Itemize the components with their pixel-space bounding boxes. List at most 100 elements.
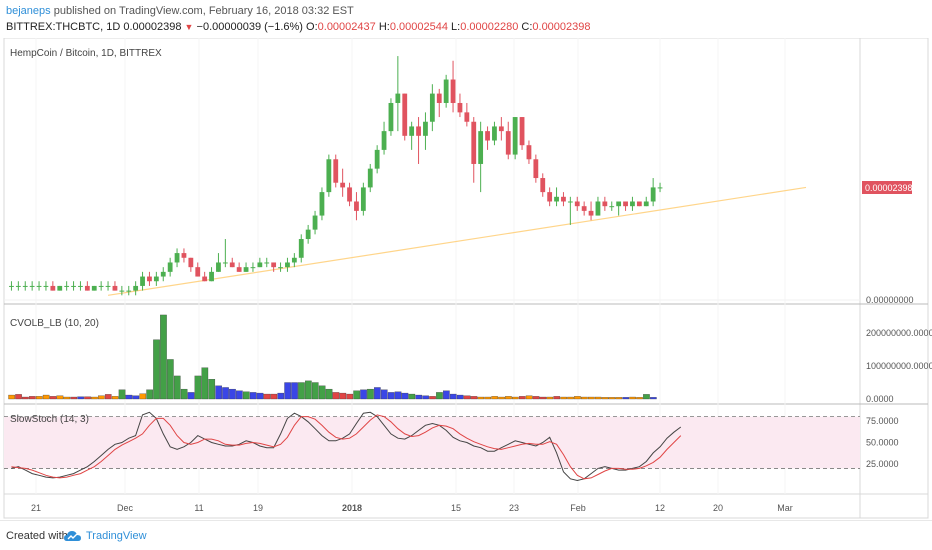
candle-body (609, 206, 615, 208)
volume-bar (498, 396, 505, 400)
candle-body (650, 187, 656, 202)
candle-body (22, 285, 28, 287)
close-value: 0.00002398 (532, 21, 591, 33)
volume-bar (643, 394, 650, 400)
support-trendline[interactable] (107, 186, 807, 296)
candle-body (540, 178, 546, 193)
time-tick-label: 20 (713, 503, 723, 513)
candle-body (126, 290, 132, 292)
volume-bar (429, 396, 436, 400)
volume-bar (311, 382, 319, 400)
ohlc-line: BITTREX:THCBTC, 1D 0.00002398 ▼ −0.00000… (6, 21, 591, 33)
candle-body (381, 131, 387, 150)
volume-bar (608, 397, 616, 400)
volume-axis[interactable]: 200000000.0000 100000000.0000 0.0000 (866, 328, 932, 404)
candle-body (423, 121, 428, 136)
volume-bar (22, 396, 29, 400)
close-label: C: (521, 21, 533, 33)
stoch-k-line (11, 411, 682, 482)
symbol-label: BITTREX:THCBTC, 1D (6, 21, 121, 33)
candle-body (443, 79, 449, 103)
candle-body (409, 126, 415, 136)
tradingview-link[interactable]: TradingView (86, 530, 147, 542)
low-label: L: (451, 21, 461, 33)
candle-body (567, 201, 573, 203)
trendline[interactable] (107, 186, 807, 296)
candle-body (595, 201, 601, 216)
candle-body (140, 276, 145, 286)
volume-bar (84, 396, 91, 400)
candle-body (450, 79, 456, 103)
volume-bar (77, 396, 84, 400)
candle-body (436, 93, 442, 103)
time-tick-label: 12 (655, 503, 665, 513)
volume-bar (318, 385, 326, 400)
candle-body (188, 257, 194, 268)
candle-body (250, 267, 256, 269)
volume-bar (443, 390, 450, 400)
volume-bar (532, 396, 540, 400)
candle-body (264, 262, 270, 264)
tradingview-cloud-icon[interactable] (64, 529, 82, 543)
candle-body (478, 131, 484, 164)
stoch-pane-title: SlowStoch (14, 3) (10, 414, 89, 425)
volume-bar (111, 396, 119, 400)
candle-body (657, 187, 663, 189)
candle-body (50, 285, 56, 291)
candle-body (581, 206, 587, 211)
candle-body (643, 201, 649, 207)
candle-body (29, 285, 35, 287)
volume-bar (153, 339, 160, 400)
author-link[interactable]: bejaneps (6, 5, 51, 17)
candle-body (298, 239, 304, 258)
volume-bar (242, 391, 250, 400)
volume-bar (249, 392, 257, 400)
candle-body (574, 201, 580, 207)
price-tag-text: 0.00002398 (865, 183, 913, 193)
stoch-band (4, 416, 860, 469)
volume-bar (8, 394, 15, 400)
candle-body (98, 285, 104, 287)
volume-bar (215, 385, 222, 400)
volume-bar (139, 393, 147, 400)
volume-bar (187, 392, 195, 400)
volume-bar (470, 396, 478, 400)
volume-bar (332, 392, 340, 400)
volume-bar (305, 380, 312, 400)
price-axis[interactable]: 0.000050000.000040000.000030000.00002000… (866, 38, 914, 305)
volume-bar (594, 396, 602, 400)
volume-bar (63, 396, 71, 400)
stoch-band-fill (4, 416, 860, 469)
volume-bar (284, 382, 291, 400)
candle-body (147, 276, 152, 282)
volume-bar (581, 396, 588, 400)
last-price: 0.00002398 (123, 21, 182, 33)
volume-bar (456, 394, 464, 400)
volume-bar (291, 382, 298, 400)
volume-bar (42, 394, 50, 400)
candle-body (15, 285, 21, 287)
candle-body (636, 201, 642, 207)
volume-bar (229, 388, 236, 400)
time-axis[interactable]: 21 Dec 11 19 2018 15 23 Feb 12 20 Mar (31, 503, 793, 513)
volume-bar (539, 396, 547, 400)
stoch-axis[interactable]: 75.0000 50.0000 25.0000 (866, 416, 899, 469)
candle-body (229, 262, 235, 268)
volume-bar (622, 397, 630, 400)
candle-body (402, 93, 408, 136)
chart-canvas[interactable]: HempCoin / Bitcoin, 1D, BITTREX CVOLB_LB… (0, 38, 932, 520)
volume-bar (394, 391, 402, 400)
volume-bar (380, 389, 388, 400)
time-tick-label: 2018 (342, 503, 362, 513)
candle-body (588, 210, 594, 216)
volume-bar (636, 397, 643, 400)
candle-body (533, 159, 539, 179)
volume-bar (601, 397, 609, 400)
time-tick-label: 11 (194, 503, 203, 513)
volume-bar (346, 393, 354, 400)
candle-body (285, 262, 290, 268)
time-tick-label: Dec (117, 503, 134, 513)
candle-body (271, 262, 277, 268)
stoch-tick-label: 50.0000 (866, 438, 899, 448)
candle-body (485, 131, 490, 141)
